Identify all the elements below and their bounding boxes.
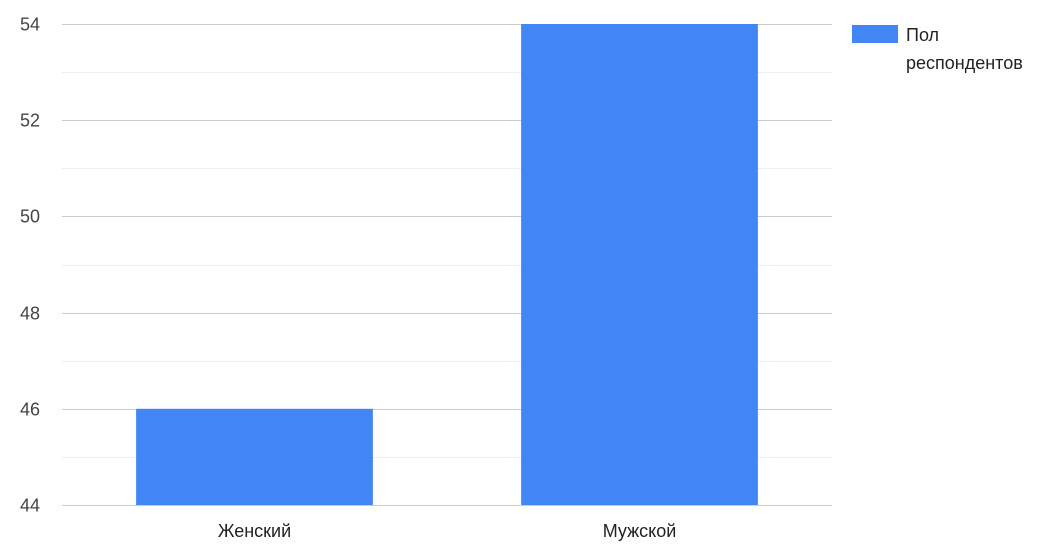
bar-2 xyxy=(521,24,758,505)
y-tick-label: 52 xyxy=(20,111,40,131)
x-category-label: Женский xyxy=(218,521,291,541)
legend: Пол респондентов xyxy=(852,25,1023,73)
y-tick-label: 48 xyxy=(20,304,40,324)
y-tick-label: 44 xyxy=(20,496,40,516)
bar-1 xyxy=(136,408,373,505)
bars xyxy=(136,24,758,505)
y-tick-label: 54 xyxy=(20,15,40,35)
x-axis-categories: Женский Мужской xyxy=(218,521,676,541)
y-tick-label: 50 xyxy=(20,207,40,227)
legend-label-line-2: респондентов xyxy=(906,53,1023,73)
legend-label-line-1: Пол xyxy=(906,25,939,45)
x-category-label: Мужской xyxy=(603,521,677,541)
legend-swatch xyxy=(852,25,898,43)
y-tick-label: 46 xyxy=(20,400,40,420)
y-axis-ticks: 44 46 48 50 52 54 xyxy=(20,15,40,516)
